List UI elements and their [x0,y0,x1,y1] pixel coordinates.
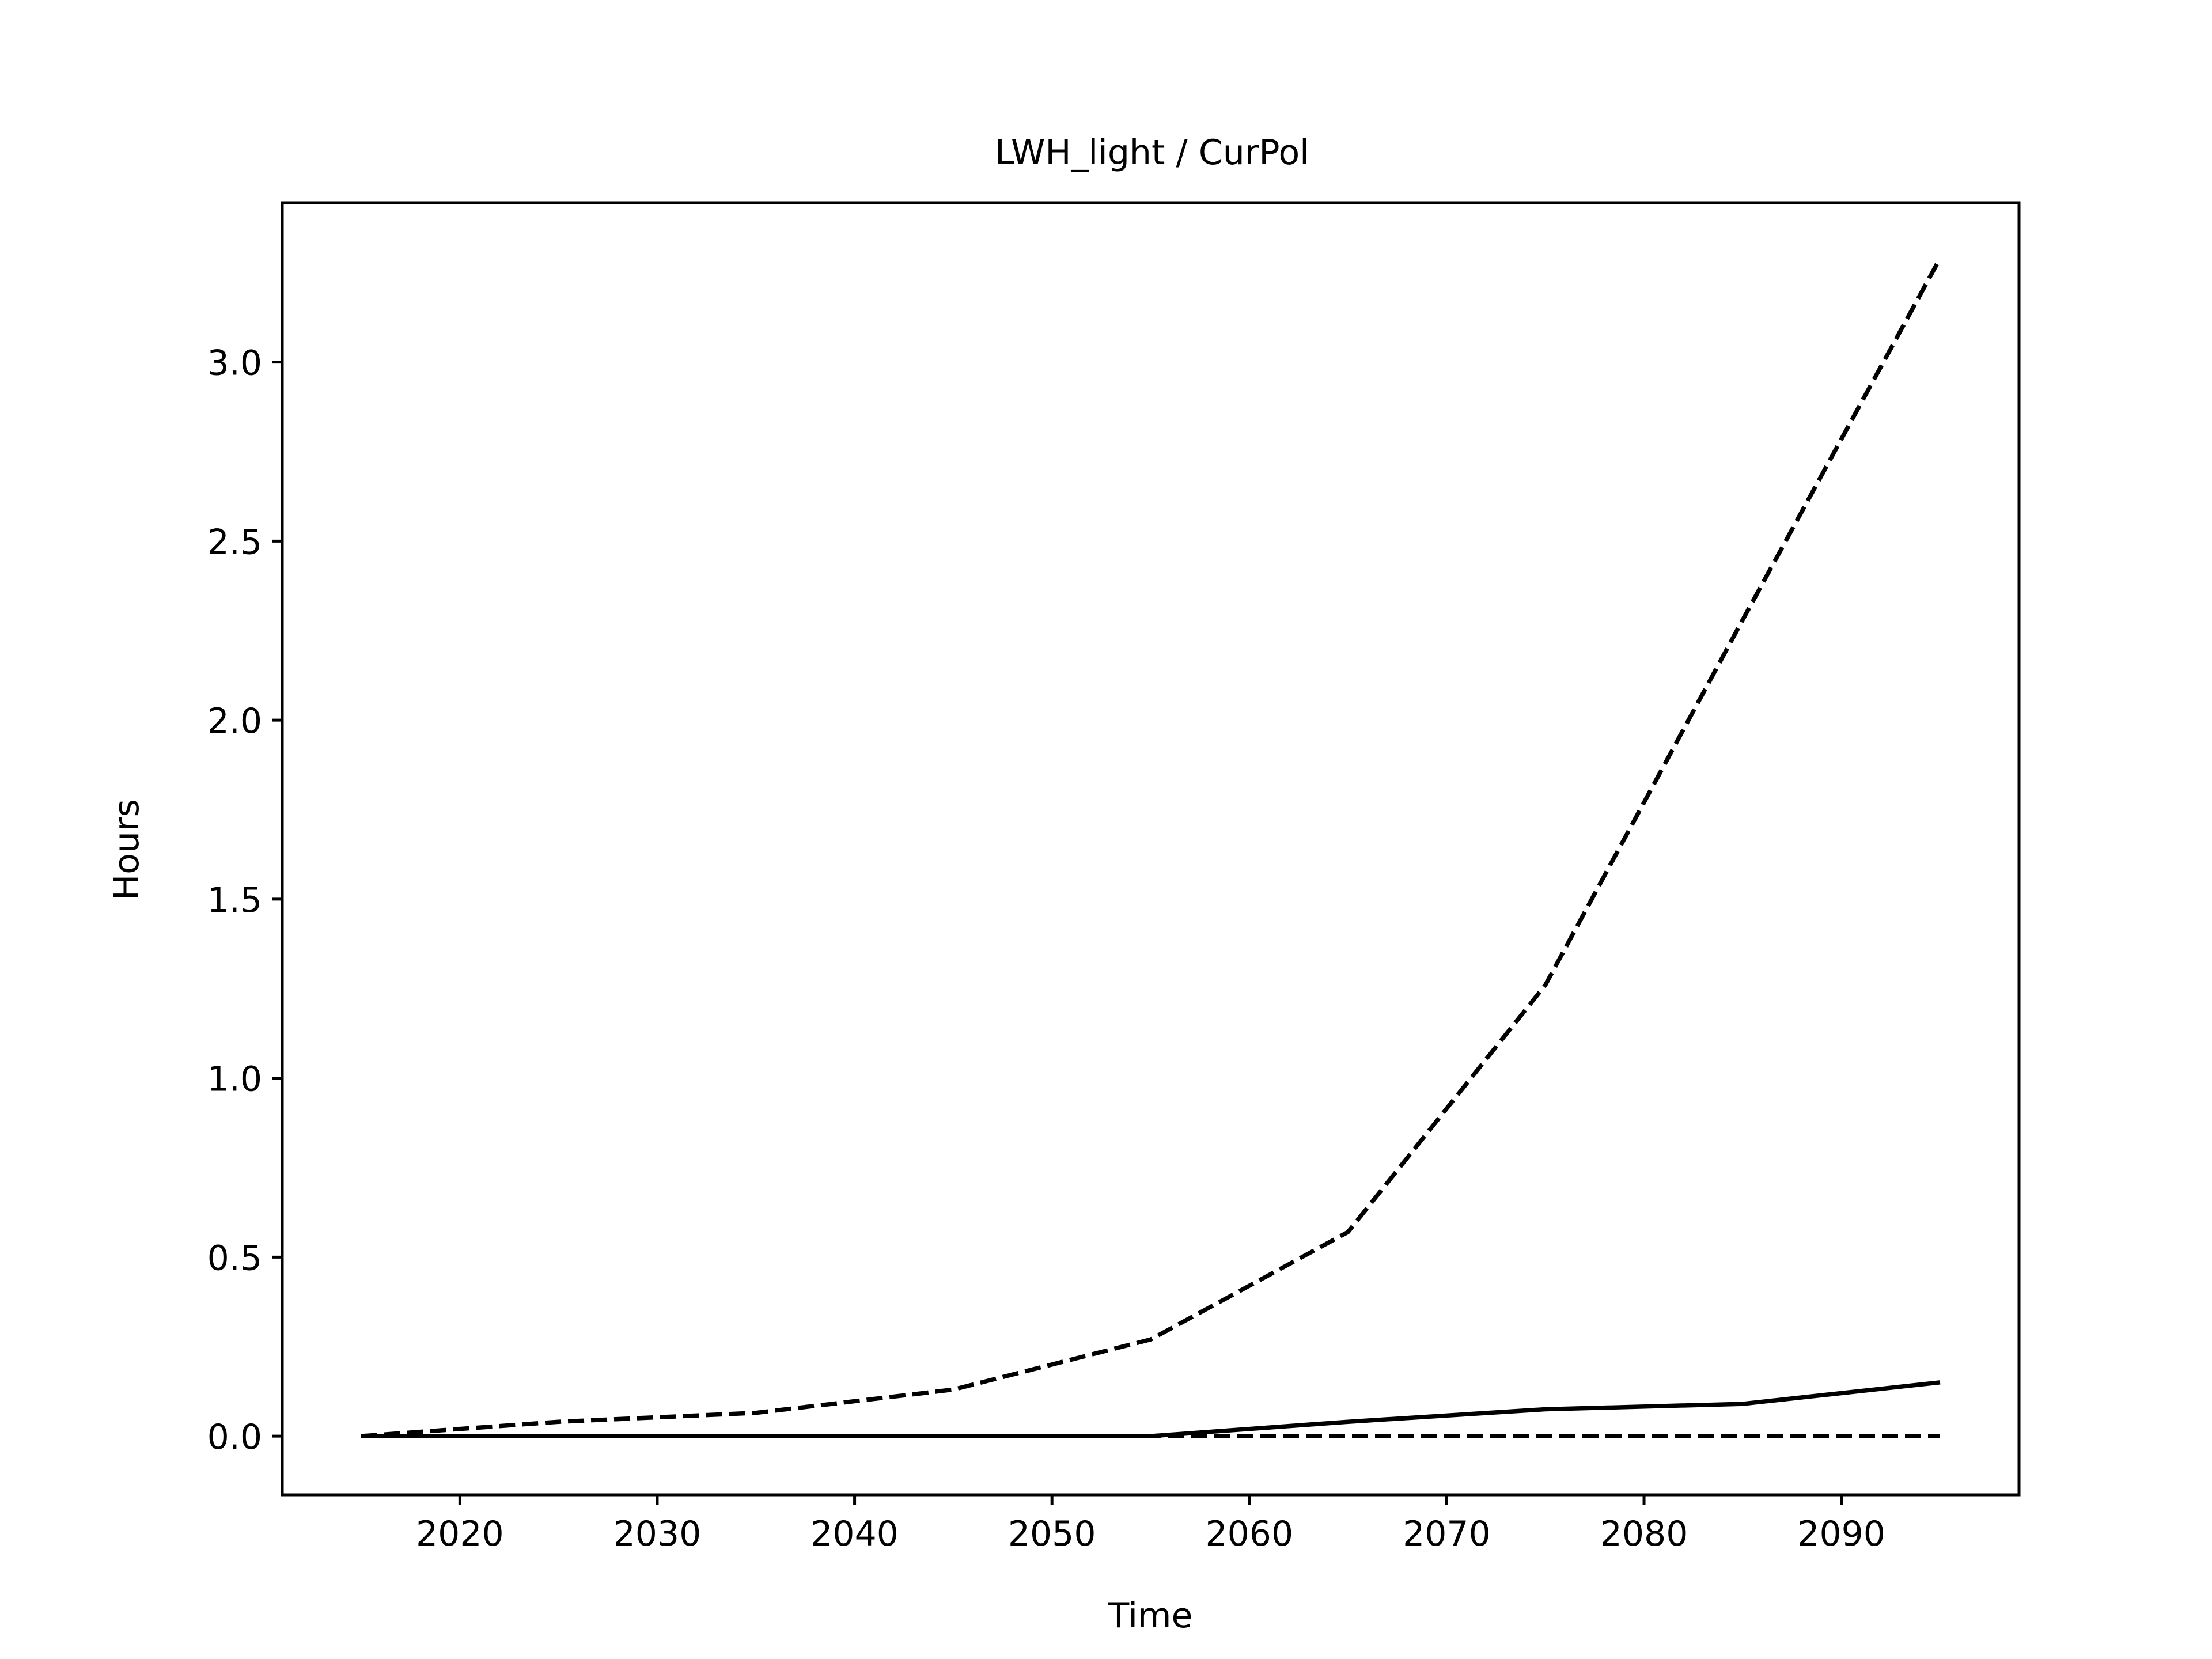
y-tick-label: 2.5 [207,522,262,562]
x-tick-label: 2030 [613,1514,702,1554]
y-tick-label: 2.0 [207,701,262,741]
x-tick-label: 2050 [1008,1514,1096,1554]
chart-title: LWH_light / CurPol [995,132,1309,173]
axes-frame [281,201,2021,1497]
x-tick-label: 2060 [1205,1514,1293,1554]
series-line-1 [361,257,1942,1438]
y-axis: 0.0 0.5 1.0 1.5 2.0 2.5 3.0 [207,343,282,1457]
x-tick-label: 2020 [416,1514,504,1554]
x-tick-label: 2080 [1600,1514,1688,1554]
x-tick-label: 2070 [1403,1514,1491,1554]
y-tick-label: 0.5 [207,1238,262,1278]
y-tick-label: 1.0 [207,1059,262,1100]
x-axis: 2020 2030 2040 2050 2060 2070 2080 2090 [416,1495,1885,1554]
y-tick-label: 3.0 [207,343,262,384]
plot-area [361,257,1942,1438]
y-axis-label: Hours [107,799,147,900]
x-axis-label: Time [1108,1596,1193,1636]
x-tick-label: 2040 [810,1514,899,1554]
y-tick-label: 1.5 [207,880,262,921]
y-tick-label: 0.0 [207,1417,262,1457]
x-tick-label: 2090 [1797,1514,1885,1554]
